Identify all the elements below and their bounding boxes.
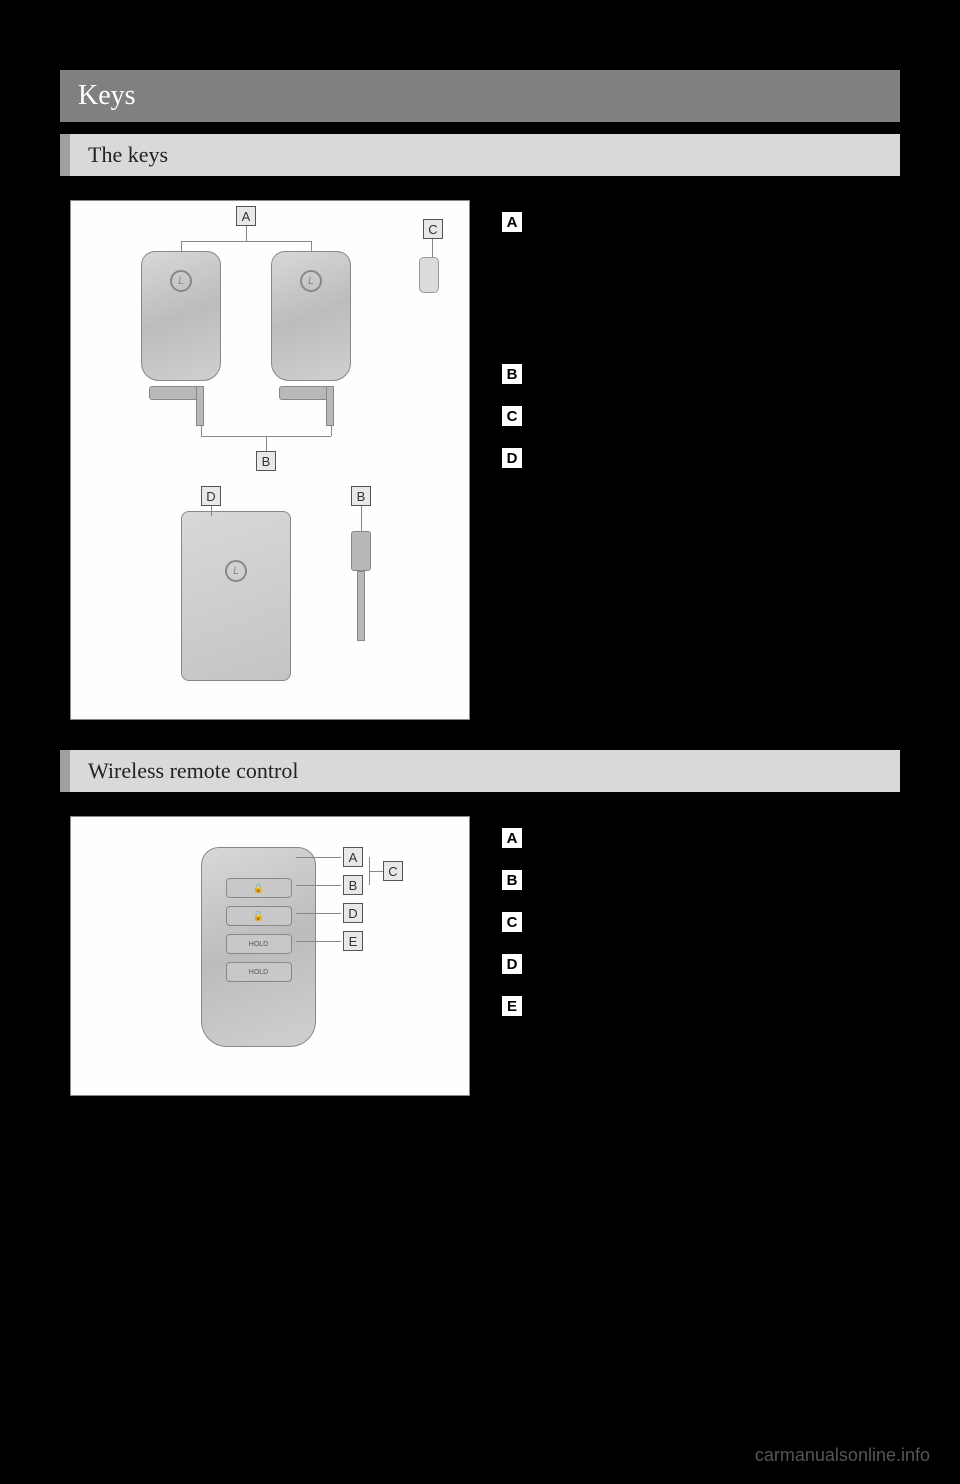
callout-D: D [343, 903, 363, 923]
legend-letter-box: D [500, 446, 524, 470]
lexus-logo-icon: L [170, 270, 192, 292]
key-fob-2: L [271, 251, 351, 381]
legend-section1: A B C D [500, 200, 890, 720]
legend-letter-box: A [500, 826, 524, 850]
section2-content: 🔒 🔓 HOLD HOLD A B C D E A [60, 816, 900, 1096]
remote-fob: 🔒 🔓 HOLD HOLD [201, 847, 316, 1047]
legend-item: A [500, 210, 890, 234]
section-heading-wireless: Wireless remote control [60, 750, 900, 792]
legend-item: D [500, 952, 890, 976]
mechanical-key-1 [149, 386, 199, 400]
mechanical-key-2-blade [326, 386, 334, 426]
callout-C: C [423, 219, 443, 239]
lexus-logo-icon: L [300, 270, 322, 292]
leader-line [211, 506, 212, 516]
callout-B: B [343, 875, 363, 895]
leader-line [296, 941, 341, 942]
legend-item: C [500, 910, 890, 934]
legend-item: D [500, 446, 890, 470]
legend-letter-box: B [500, 868, 524, 892]
callout-D: D [201, 486, 221, 506]
legend-item: B [500, 362, 890, 386]
callout-E: E [343, 931, 363, 951]
section1-content: L L L [60, 200, 900, 720]
leader-line [181, 241, 182, 251]
mechanical-key-1-blade [196, 386, 204, 426]
legend-item: B [500, 868, 890, 892]
callout-B: B [256, 451, 276, 471]
trunk-button-icon: HOLD [226, 934, 292, 954]
leader-line [369, 871, 383, 872]
legend-letter-box: D [500, 952, 524, 976]
leader-line [266, 436, 267, 451]
legend-letter-box: C [500, 910, 524, 934]
watermark-text: carmanualsonline.info [755, 1445, 930, 1466]
legend-item: A [500, 826, 890, 850]
manual-page: Keys The keys L L L [0, 0, 960, 1484]
card-key: L [181, 511, 291, 681]
legend-letter-box: A [500, 210, 524, 234]
leader-line [361, 506, 362, 531]
legend-letter-box: E [500, 994, 524, 1018]
legend-item: E [500, 994, 890, 1018]
leader-line [181, 241, 311, 242]
callout-A: A [236, 206, 256, 226]
key-number-plate [419, 257, 439, 293]
leader-line [296, 885, 341, 886]
legend-item: C [500, 404, 890, 428]
leader-line [331, 426, 332, 436]
leader-line [296, 913, 341, 914]
leader-line [432, 239, 433, 257]
panic-button-icon: HOLD [226, 962, 292, 982]
mechanical-key-3-blade [357, 571, 365, 641]
callout-B2: B [351, 486, 371, 506]
mechanical-key-3 [351, 531, 371, 571]
leader-line [296, 857, 341, 858]
lock-button-icon: 🔒 [226, 878, 292, 898]
unlock-button-icon: 🔓 [226, 906, 292, 926]
callout-A: A [343, 847, 363, 867]
legend-section2: A B C D E [500, 816, 890, 1096]
leader-line [311, 241, 312, 251]
leader-line [201, 426, 202, 436]
lexus-logo-icon: L [225, 560, 247, 582]
leader-line [246, 226, 247, 241]
mechanical-key-2 [279, 386, 329, 400]
figure-keys: L L L [70, 200, 470, 720]
key-fob-1: L [141, 251, 221, 381]
legend-letter-box: B [500, 362, 524, 386]
page-title: Keys [60, 70, 900, 122]
callout-C: C [383, 861, 403, 881]
section-heading-keys: The keys [60, 134, 900, 176]
legend-letter-box: C [500, 404, 524, 428]
figure-remote: 🔒 🔓 HOLD HOLD A B C D E [70, 816, 470, 1096]
